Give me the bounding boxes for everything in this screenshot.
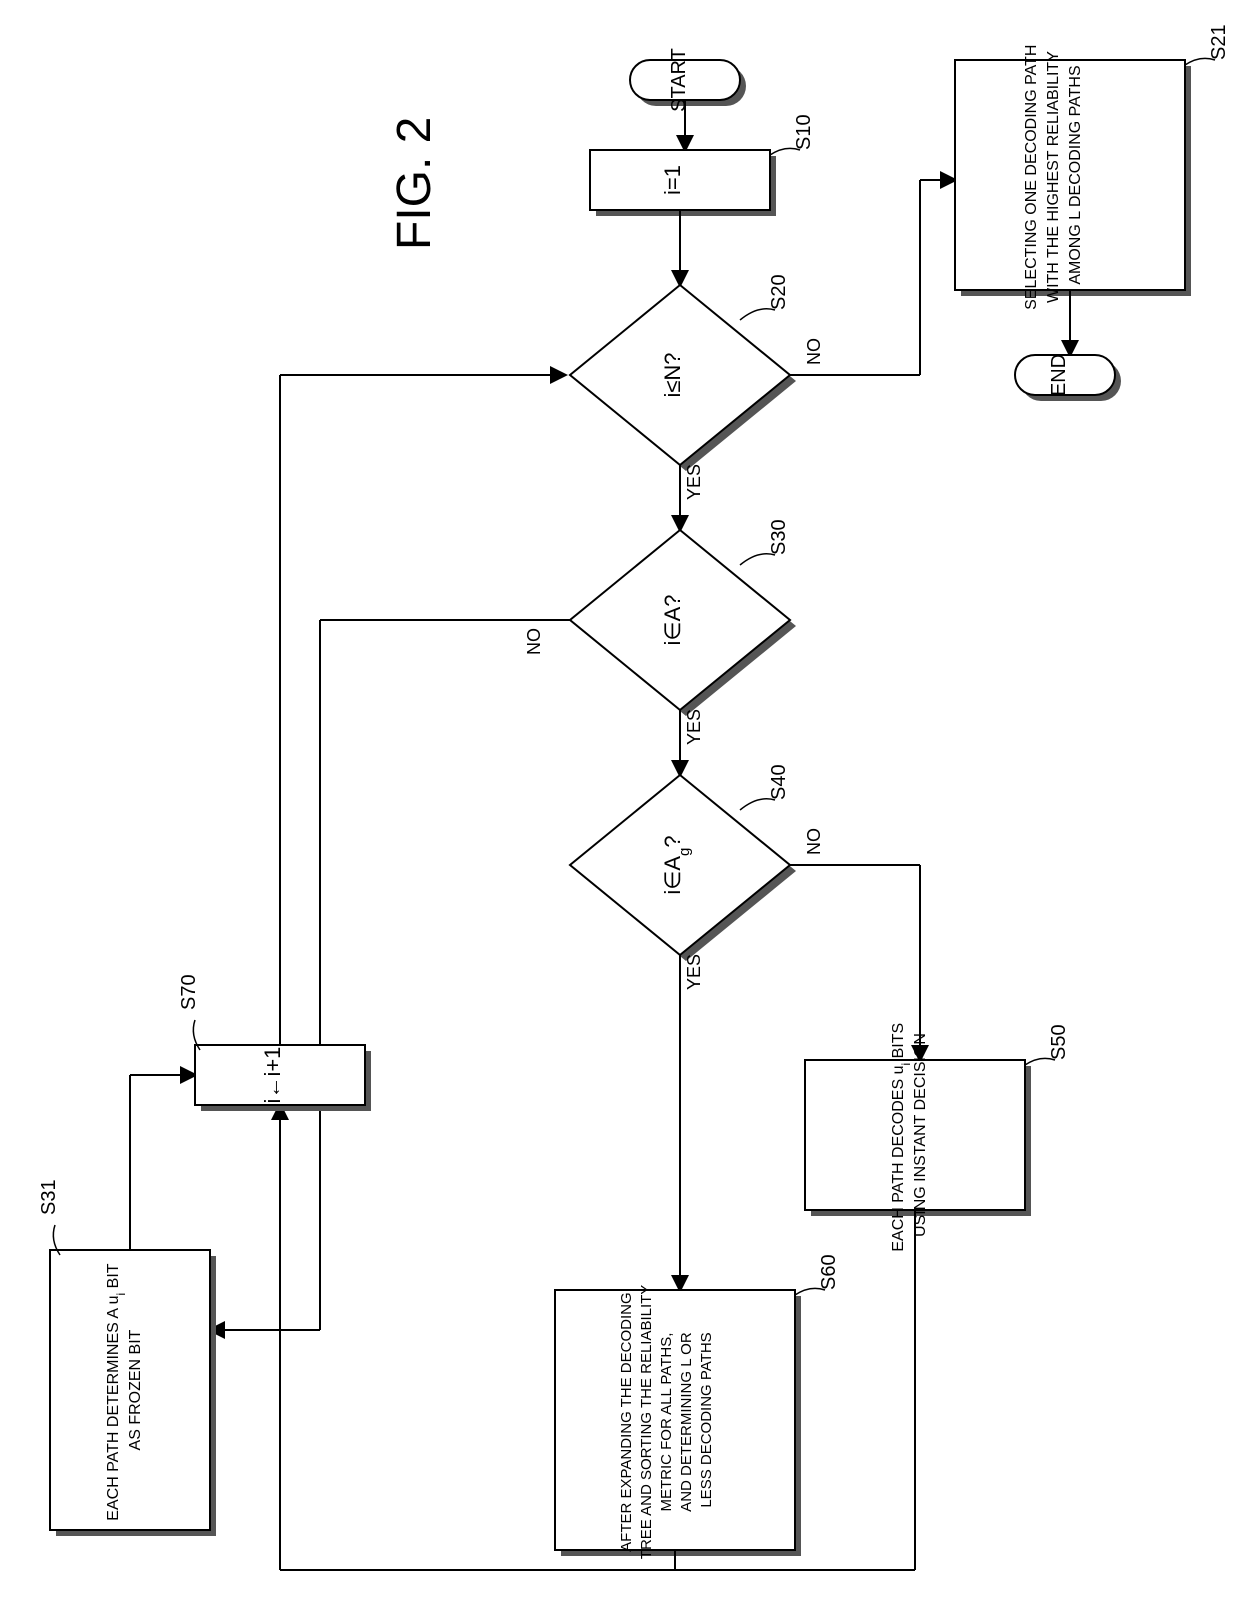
end-terminator: END	[1015, 354, 1121, 401]
svg-text:i≤N?: i≤N?	[660, 352, 685, 397]
svg-text:S30: S30	[768, 519, 790, 555]
s70-ref: S70	[178, 974, 200, 1050]
svg-text:S60: S60	[818, 1254, 840, 1290]
s21-text-group: SELECTING ONE DECODING PATH WITH THE HIG…	[1023, 40, 1084, 310]
s21-ref: S21	[1185, 24, 1230, 65]
svg-text:i←i+1: i←i+1	[260, 1047, 285, 1104]
svg-text:i=1: i=1	[660, 165, 685, 195]
svg-text:S50: S50	[1048, 1024, 1070, 1060]
start-terminator: START	[630, 48, 746, 112]
s30-yes-label: YES	[684, 709, 704, 745]
s40-ref: S40	[740, 764, 790, 810]
s30-no-label: NO	[524, 628, 544, 655]
flowchart-canvas: FIG. 2 START i=1 S10 i≤N? S20 NO YES	[0, 0, 1240, 1604]
s20-no-label: NO	[804, 338, 824, 365]
s60-ref: S60	[795, 1254, 840, 1295]
svg-text:S20: S20	[768, 274, 790, 310]
svg-text:START: START	[668, 48, 690, 112]
s31-ref: S31	[38, 1179, 60, 1255]
svg-text:S10: S10	[793, 114, 815, 150]
s50-ref: S50	[1025, 1024, 1070, 1065]
svg-text:S21: S21	[1208, 24, 1230, 60]
s10-ref: S10	[770, 114, 815, 155]
s40-yes-label: YES	[684, 954, 704, 990]
svg-text:S40: S40	[768, 764, 790, 800]
s20-decision: i≤N?	[570, 285, 796, 471]
s20-ref: S20	[740, 274, 790, 320]
s70-process: i←i+1	[195, 1045, 371, 1111]
svg-text:S31: S31	[38, 1179, 60, 1215]
s10-process: i=1	[590, 150, 776, 216]
s20-yes-label: YES	[684, 464, 704, 500]
svg-text:i∈A?: i∈A?	[660, 595, 685, 646]
svg-text:S70: S70	[178, 974, 200, 1010]
svg-text:END: END	[1048, 354, 1070, 396]
s40-decision: i∈Ag?	[570, 775, 796, 961]
figure-title: FIG. 2	[388, 117, 441, 250]
svg-text:SELECTING ONE DECODING PATH: SELECTING ONE DECODING PATH WITH THE HIG…	[1023, 40, 1084, 310]
s30-decision: i∈A?	[570, 530, 796, 716]
s30-ref: S30	[740, 519, 790, 565]
s21-process	[0, 0, 1191, 296]
s40-no-label: NO	[804, 828, 824, 855]
